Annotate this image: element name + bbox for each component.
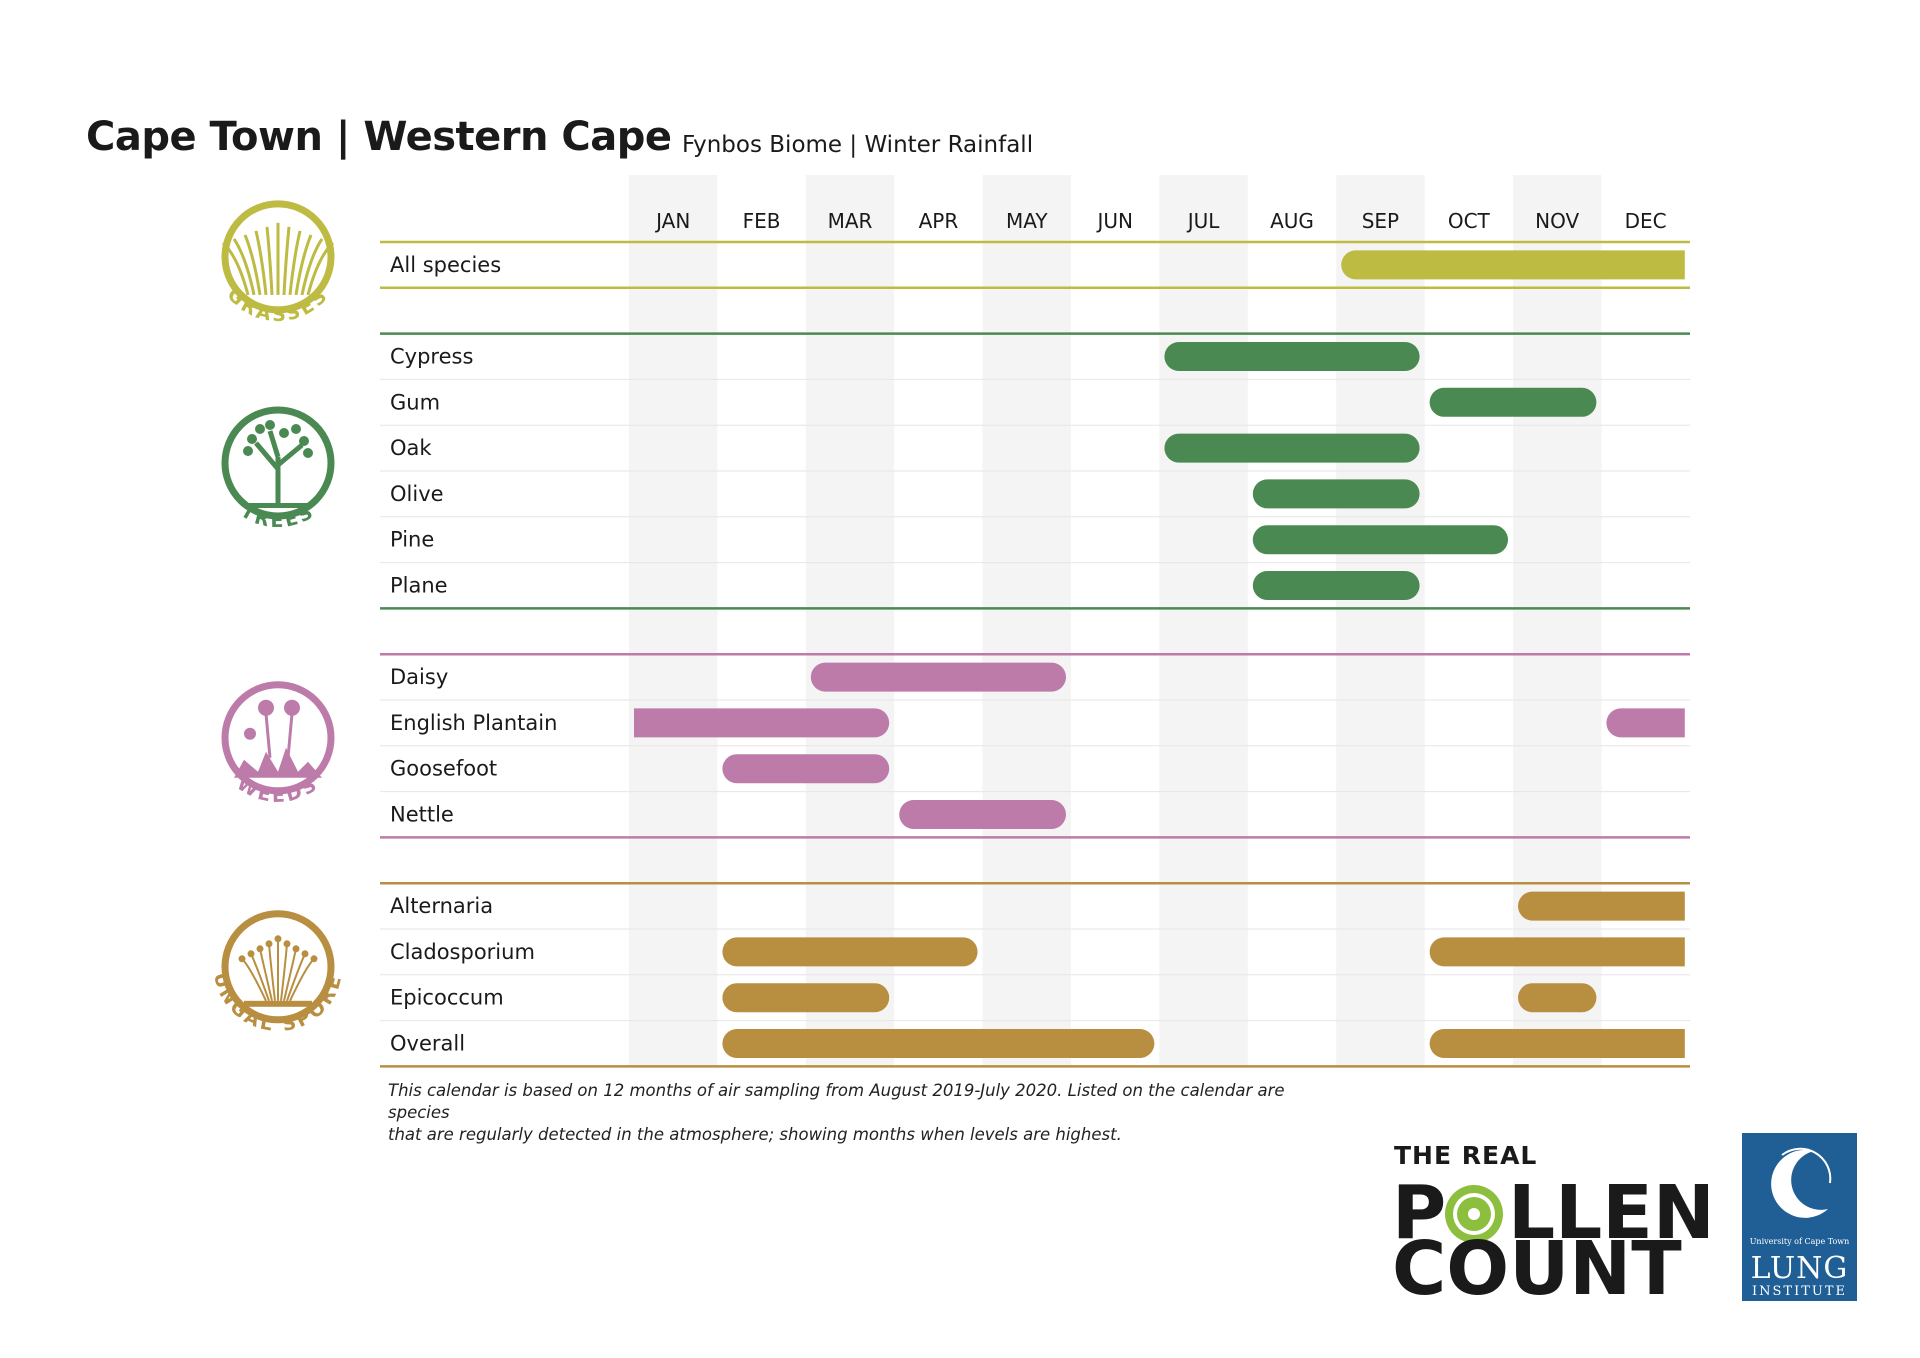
row-label: Gum: [390, 390, 440, 414]
row-label: Nettle: [390, 803, 454, 827]
season-bar: [1341, 250, 1685, 280]
season-bar: [1429, 387, 1597, 417]
month-bands: [629, 175, 1602, 1067]
month-label: JUN: [1095, 209, 1133, 233]
pollen-grain-icon: [1445, 1185, 1503, 1243]
pollen-count-logo: THE REAL P LLEN COUNT: [1392, 1141, 1715, 1304]
lung-text: LUNG: [1750, 1251, 1849, 1286]
season-bar: [1429, 1029, 1685, 1058]
season-bar: [1164, 433, 1420, 463]
month-label: OCT: [1448, 209, 1491, 233]
month-band: [1513, 175, 1602, 1067]
month-label: NOV: [1535, 209, 1579, 233]
row-label: Plane: [390, 574, 448, 598]
season-bar: [899, 800, 1066, 829]
season-bar: [1252, 479, 1420, 509]
tree-category-icon: TREES: [221, 406, 335, 532]
row-label: Goosefoot: [390, 757, 497, 781]
month-label: JUL: [1186, 209, 1221, 233]
season-bars: [634, 250, 1685, 1058]
season-bar: [1429, 937, 1685, 967]
season-bar: [722, 1029, 1155, 1058]
logo-letters-llen: LLEN: [1508, 1170, 1715, 1256]
logo-line-1: THE REAL: [1394, 1141, 1537, 1170]
footnote-line-2: that are regularly detected in the atmos…: [388, 1125, 1122, 1144]
row-label: Pine: [390, 528, 434, 552]
footnote: This calendar is based on 12 months of a…: [388, 1080, 1348, 1146]
row-dividers: [380, 240, 1690, 1068]
row-label: Overall: [390, 1032, 465, 1056]
row-label: English Plantain: [390, 711, 557, 735]
lung-institute-logo: University of Cape Town LUNG INSTITUTE: [1742, 1133, 1857, 1301]
month-label: MAR: [828, 209, 873, 233]
month-label: FEB: [743, 209, 781, 233]
logo-line-3: COUNT: [1392, 1226, 1682, 1304]
month-label: DEC: [1625, 209, 1667, 233]
month-band: [1159, 175, 1248, 1067]
uct-name: University of Cape Town: [1749, 1237, 1850, 1246]
month-axis: JAN FEB MAR APR MAY JUN JUL AUG SEP OCT NOV DEC: [654, 209, 1667, 233]
season-bar: [1252, 525, 1508, 555]
page-subtitle: Fynbos Biome | Winter Rainfall: [682, 132, 1034, 158]
row-label: Alternaria: [390, 894, 493, 918]
season-bar: [722, 983, 890, 1013]
grass-category-icon: GRASSES: [221, 200, 335, 326]
month-band: [1336, 175, 1425, 1067]
row-label: Cypress: [390, 345, 473, 369]
season-bar: [810, 662, 1066, 692]
logo-letter-p: P: [1392, 1170, 1446, 1256]
month-band: [629, 175, 718, 1067]
category-icons: GRASSESTREESWEEDSFUNGAL SPORES: [0, 0, 344, 1036]
row-label: Oak: [390, 436, 432, 460]
season-bar: [1164, 342, 1420, 371]
month-label: JAN: [654, 209, 690, 233]
season-bar: [1252, 571, 1420, 600]
month-label: APR: [919, 209, 959, 233]
footnote-line-1: This calendar is based on 12 months of a…: [388, 1081, 1285, 1122]
season-bar: [722, 754, 890, 784]
row-label: Daisy: [390, 665, 448, 689]
season-bar: [1518, 891, 1685, 921]
row-label: Epicoccum: [390, 986, 504, 1010]
month-label: MAY: [1006, 209, 1048, 233]
row-labels: All species Cypress Gum Oak Olive Pine Plane Da…: [390, 253, 557, 1056]
season-bar: [634, 708, 890, 738]
row-label: Olive: [390, 482, 444, 506]
month-label: SEP: [1362, 209, 1399, 233]
weed-category-icon: WEEDS: [221, 681, 335, 807]
season-bar: [1606, 708, 1685, 738]
month-band: [982, 175, 1071, 1067]
season-bar: [1518, 983, 1597, 1013]
season-bar: [722, 937, 978, 967]
page-title: Cape Town | Western Cape: [86, 114, 672, 160]
month-band: [805, 175, 895, 1067]
month-label: AUG: [1270, 209, 1314, 233]
row-label: All species: [390, 253, 501, 277]
institute-text: INSTITUTE: [1751, 1284, 1847, 1299]
crescent-icon: [1771, 1147, 1832, 1218]
row-label: Cladosporium: [390, 940, 535, 964]
